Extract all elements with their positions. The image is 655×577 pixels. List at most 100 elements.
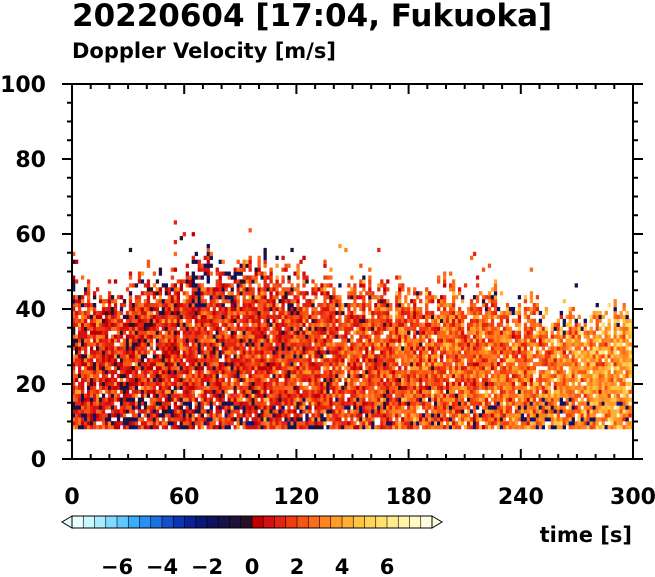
heatmap-cell (164, 381, 169, 386)
heatmap-cell (146, 334, 151, 339)
heatmap-cell (254, 330, 258, 335)
heatmap-cell (83, 330, 88, 335)
heatmap-cell (74, 409, 79, 414)
heatmap-cell (275, 358, 279, 363)
heatmap-cell (410, 381, 414, 386)
heatmap-cell (95, 322, 100, 327)
heatmap-cell (290, 425, 294, 430)
heatmap-cell (197, 342, 201, 347)
heatmap-cell (110, 318, 115, 323)
heatmap-cell (335, 377, 339, 383)
heatmap-cell (281, 405, 285, 410)
heatmap-cell (440, 350, 444, 355)
heatmap-cell (425, 373, 429, 379)
heatmap-cell (227, 362, 231, 367)
heatmap-cell (260, 275, 264, 280)
heatmap-cell (335, 295, 339, 300)
heatmap-cell (191, 291, 195, 296)
heatmap-cell (194, 334, 198, 339)
heatmap-cell (362, 389, 366, 394)
heatmap-cell (469, 366, 474, 371)
heatmap-cell (206, 263, 210, 268)
heatmap-cell (134, 377, 139, 383)
heatmap-cell (116, 346, 121, 351)
heatmap-cell (371, 393, 375, 398)
heatmap-cell (137, 381, 142, 386)
heatmap-cell (454, 358, 459, 363)
heatmap-cell (254, 279, 258, 284)
heatmap-cell (176, 354, 181, 359)
heatmap-cell (398, 303, 402, 308)
heatmap-cell (104, 330, 109, 335)
heatmap-cell (251, 409, 255, 414)
heatmap-cell (493, 409, 498, 414)
heatmap-cell (517, 385, 522, 390)
heatmap-cell (457, 287, 462, 292)
heatmap-cell (263, 306, 267, 312)
heatmap-cell (463, 425, 468, 430)
heatmap-cell (332, 369, 336, 375)
heatmap-cell (380, 299, 384, 304)
heatmap-cell (416, 354, 420, 359)
heatmap-cell (146, 330, 151, 335)
heatmap-cell (305, 326, 309, 331)
heatmap-cell (326, 369, 330, 375)
heatmap-cell (194, 366, 198, 371)
heatmap-cell (95, 397, 100, 402)
heatmap-cell (146, 389, 151, 394)
heatmap-cell (242, 362, 246, 367)
heatmap-cell (383, 409, 387, 414)
heatmap-cell (281, 421, 285, 426)
heatmap-cell (362, 303, 366, 308)
heatmap-cell (233, 409, 237, 414)
heatmap-cell (323, 287, 327, 292)
heatmap-cell (158, 377, 163, 383)
heatmap-cell (487, 263, 492, 268)
heatmap-cell (368, 393, 372, 398)
heatmap-cell (341, 405, 345, 410)
heatmap-cell (89, 318, 94, 323)
heatmap-cell (314, 409, 318, 414)
heatmap-cell (149, 322, 154, 327)
heatmap-cell (194, 373, 198, 379)
heatmap-cell (110, 401, 115, 406)
heatmap-cell (230, 413, 234, 418)
heatmap-cell (224, 385, 228, 390)
heatmap-cell (140, 310, 145, 316)
heatmap-cell (422, 350, 426, 355)
heatmap-cell (89, 346, 94, 351)
heatmap-cell (410, 373, 414, 379)
heatmap-cell (490, 334, 495, 339)
heatmap-cell (326, 342, 330, 347)
heatmap-cell (475, 413, 480, 418)
heatmap-cell (113, 421, 118, 426)
heatmap-cell (460, 397, 465, 402)
heatmap-cell (107, 338, 112, 343)
heatmap-cell (431, 373, 435, 379)
heatmap-cell (215, 346, 219, 351)
heatmap-cell (401, 393, 405, 398)
heatmap-cell (314, 334, 318, 339)
heatmap-cell (143, 425, 148, 430)
heatmap-cell (359, 362, 363, 367)
heatmap-cell (188, 354, 192, 359)
heatmap-cell (287, 263, 291, 268)
heatmap-cell (338, 389, 342, 394)
heatmap-cell (457, 385, 462, 390)
heatmap-cell (419, 299, 423, 304)
heatmap-cell (296, 385, 300, 390)
heatmap-cell (248, 259, 252, 264)
heatmap-cell (526, 362, 531, 367)
heatmap-cell (317, 310, 321, 316)
heatmap-cell (239, 373, 243, 379)
heatmap-cell (260, 362, 264, 367)
heatmap-cell (365, 358, 369, 363)
heatmap-cell (338, 314, 342, 320)
heatmap-cell (299, 354, 303, 359)
heatmap-cell (347, 295, 351, 300)
heatmap-cell (209, 381, 213, 386)
heatmap-cell (242, 369, 246, 375)
heatmap-cell (443, 279, 447, 284)
heatmap-cell (134, 417, 139, 422)
heatmap-cell (221, 330, 225, 335)
